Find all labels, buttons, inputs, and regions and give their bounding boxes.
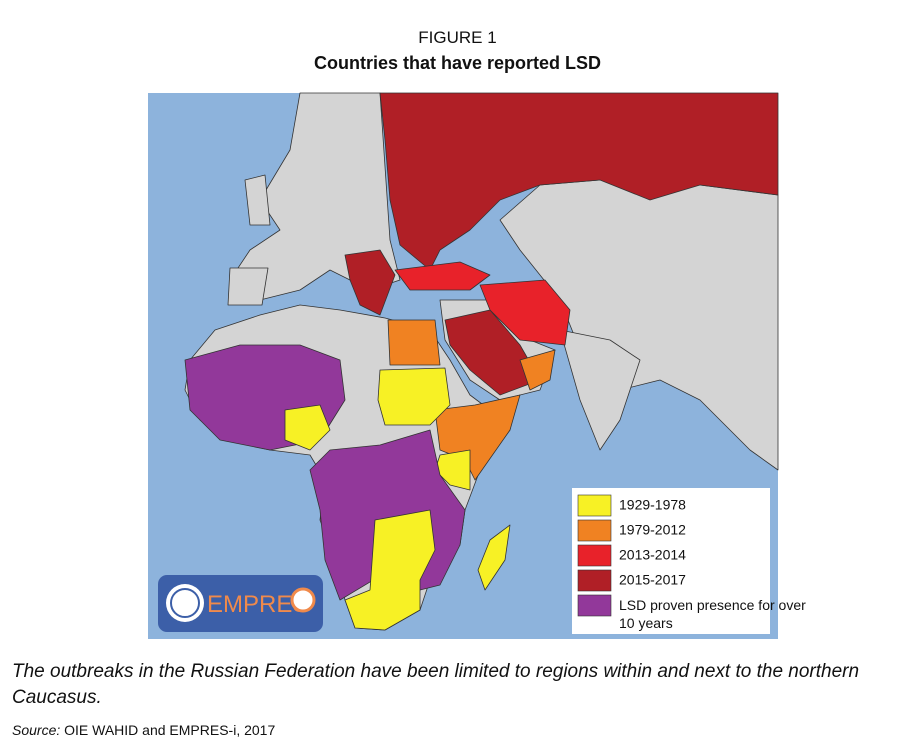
logo-icon [290,587,316,613]
legend-label: 2013-2014 [619,547,686,563]
figure-label: FIGURE 1 [418,28,497,47]
land [184,92,779,631]
british-isles [244,174,271,226]
caption: The outbreaks in the Russian Federation … [12,661,860,708]
southern-africa [344,509,436,631]
oman [519,349,556,391]
sudan [377,367,451,426]
legend-swatch [577,569,612,592]
madagascar [477,524,511,591]
source: Source: OIE WAHID and EMPRES-i, 2017 [12,722,275,738]
saudi-arabia [444,309,541,396]
legend: 1929-1978 1979-2012 2013-2014 2015-2017 LSD … [572,488,806,634]
legend-swatch [577,544,612,567]
turkey [394,261,491,291]
legend-label: 1979-2012 [619,522,686,538]
legend-label: LSD proven presence for over 10 years [619,597,806,631]
fao-emblem-ring [170,588,200,618]
india [559,329,641,451]
iran [479,279,571,346]
nigeria [284,404,331,451]
source-text: OIE WAHID and EMPRES-i, 2017 [64,722,276,738]
legend-swatch [577,594,612,617]
balkans [344,249,396,316]
figure-title: Countries that have reported LSD [313,53,602,73]
russia [379,92,779,271]
legend-swatch [577,494,612,517]
logo-background [158,575,323,632]
egypt [387,319,441,366]
source-label: Source: [12,722,61,738]
iberia [227,267,269,306]
legend-label: 1929-1978 [619,497,686,513]
logo: EMPRES [158,575,323,632]
legend-swatch [577,519,612,542]
legend-label: 2015-2017 [619,572,686,588]
horn-of-africa [434,394,521,481]
